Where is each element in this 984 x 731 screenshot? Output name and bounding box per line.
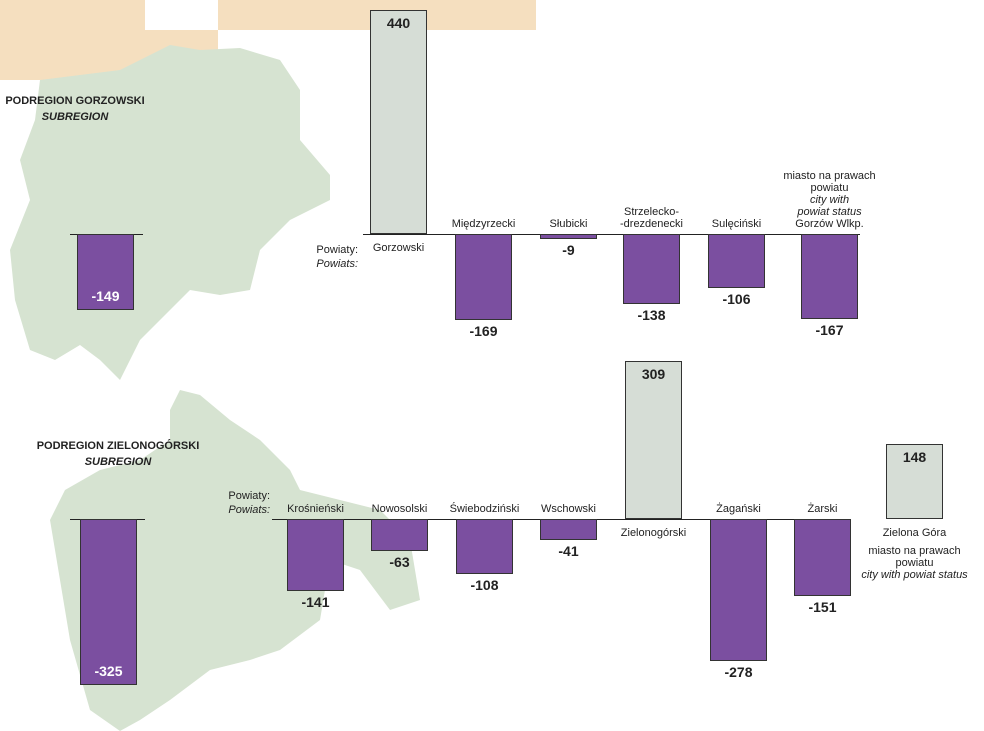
category-name: Międzyrzecki [451,218,516,230]
subregion-title: PODREGION GORZOWSKI [5,95,145,107]
category-label: miasto na prawach powiatu city with powia… [750,170,910,230]
category-name: Żagański [716,503,761,515]
bar [801,234,858,320]
category-name: Słubicki [549,218,588,230]
category-name: Żarski [807,503,838,515]
bar [886,443,943,519]
value-label: -151 [808,599,837,615]
value-label: 148 [902,448,927,465]
value-label: -167 [815,322,844,339]
category-label: Krośnieński [236,503,396,515]
bar [710,519,767,661]
category-name: Nowosolski [371,503,428,515]
bar [370,9,427,234]
category-label: Nowosolski [320,503,480,515]
category-label: Gorzowski [319,242,479,254]
bar [455,234,512,321]
category-name: Gorzowski [372,242,425,254]
bar [287,519,344,591]
bar [456,519,513,575]
subregion-title: PODREGION ZIELONOGÓRSKI [36,440,200,452]
bar [540,234,597,239]
category-name: Strzelecko- -drezdenecki [620,206,683,230]
city-note: miasto na prawach powiatu [783,170,876,194]
value-label: -278 [724,663,753,680]
value-label: -9 [562,241,575,258]
bar [371,519,428,552]
city-note: city with powiat status [861,569,968,581]
subregion-bar [80,519,137,685]
category-label: Słubicki [489,218,649,230]
axis-label: Powiaty: [228,490,270,502]
category-name: Zielona Góra [882,527,947,539]
city-note: city with powiat status [797,194,862,218]
subregion-bar [77,234,134,310]
axis-label-en: Powiats: [228,504,270,516]
bar [708,234,765,289]
category-label: Wschowski [489,503,649,515]
subregion-value-label: -325 [94,662,123,679]
subregion-subtitle: SUBREGION [41,111,109,123]
value-label: 440 [386,14,411,31]
bar [794,519,851,596]
category-label: Międzyrzecki [404,218,564,230]
bar [625,361,682,519]
city-note: miasto na prawach powiatu [868,545,961,569]
category-name: Świebodziński [449,503,520,515]
category-label: Sulęciński [657,218,817,230]
value-label: -41 [558,542,579,559]
category-label: Strzelecko- -drezdenecki [572,206,732,230]
value-label: -63 [389,554,410,571]
value-label: -169 [469,323,498,340]
axis-label: Powiaty: [316,244,358,256]
bar [540,519,597,540]
category-name: Wschowski [540,503,596,515]
value-label: -138 [637,307,666,324]
map-zielonogorski [50,390,420,731]
category-label: Zielona Góra miasto na prawach powiatu cit… [815,527,984,581]
value-label: -106 [722,291,751,308]
category-label: Żarski [743,503,903,515]
value-label: -141 [301,593,330,610]
category-name: Zielonogórski [620,527,687,539]
map-fragment [0,0,145,80]
axis-label-en: Powiats: [316,258,358,270]
bar [623,234,680,305]
category-label: Świebodziński [405,503,565,515]
value-label: 309 [641,366,666,383]
category-label: Zielonogórski [574,527,734,539]
subregion-value-label: -149 [91,287,120,304]
category-label: Żagański [659,503,819,515]
category-name: Sulęciński [711,218,762,230]
baseline [363,234,860,235]
value-label: -108 [470,577,499,594]
category-name: Gorzów Wlkp. [795,218,864,230]
subregion-subtitle: SUBREGION [84,456,152,468]
category-name: Krośnieński [287,503,344,515]
